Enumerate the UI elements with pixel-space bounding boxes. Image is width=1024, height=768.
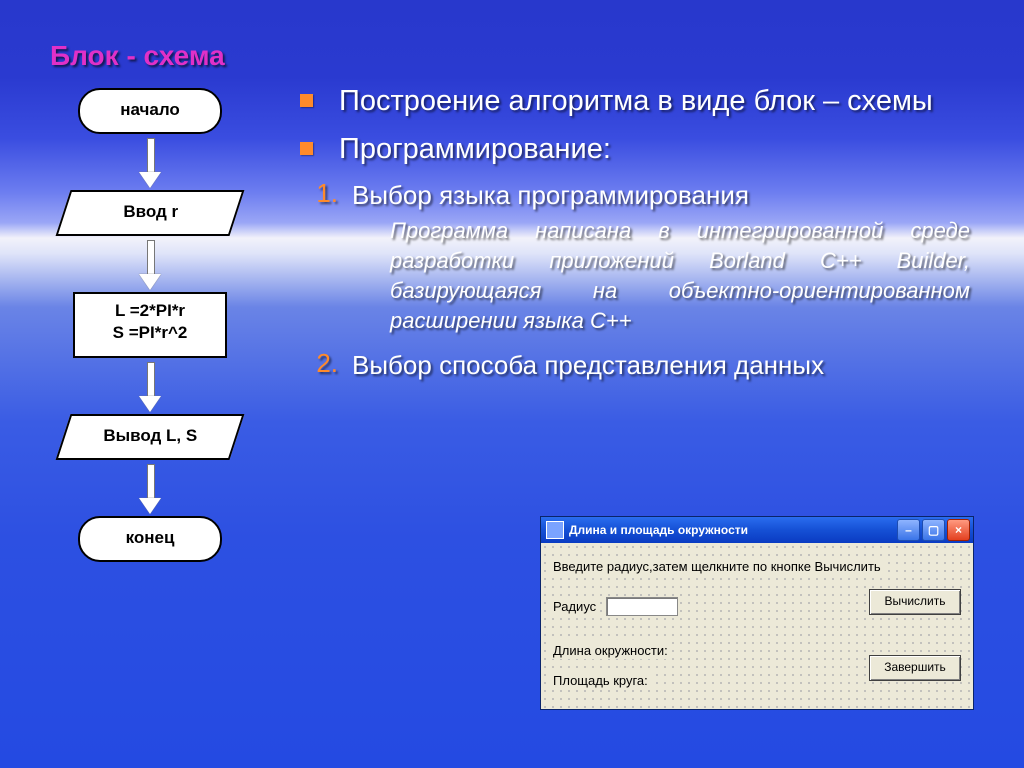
radius-input[interactable] (606, 597, 678, 616)
window-title: Длина и площадь окружности (569, 523, 895, 537)
flow-end: конец (78, 516, 222, 562)
flow-start: начало (78, 88, 222, 134)
numbered-item: 2. Выбор способа представления данных (300, 348, 990, 382)
radius-label: Радиус (551, 598, 598, 615)
slide-title: Блок - схема (50, 40, 225, 72)
calc-button[interactable]: Вычислить (869, 589, 961, 615)
flow-input: Ввод r (56, 190, 245, 236)
area-label: Площадь круга: (551, 672, 650, 689)
bullet-text: Программирование: (339, 130, 990, 168)
slide: Блок - схема начало Ввод r L =2*PI*r S =… (0, 0, 1024, 768)
flow-arrow (140, 464, 160, 512)
flow-process-line1: L =2*PI*r (75, 300, 225, 322)
numbered-item: 1. Выбор языка программирования (300, 178, 990, 212)
titlebar[interactable]: Длина и площадь окружности – ▢ × (541, 517, 973, 543)
numbered-description: Программа написана в интегрированной сре… (390, 216, 970, 336)
prompt-label: Введите радиус,затем щелкните по кнопке … (551, 558, 883, 575)
numbered-text: Выбор языка программирования (352, 178, 990, 212)
bullet-item: Программирование: (300, 130, 990, 168)
bullet-item: Построение алгоритма в виде блок – схемы (300, 82, 990, 120)
flow-arrow (140, 138, 160, 186)
bullet-square-icon (300, 94, 313, 107)
minimize-button[interactable]: – (897, 519, 920, 541)
length-label: Длина окружности: (551, 642, 670, 659)
list-number: 2. (300, 348, 338, 382)
list-number: 1. (300, 178, 338, 212)
app-window: Длина и площадь окружности – ▢ × Введите… (540, 516, 974, 710)
flow-process: L =2*PI*r S =PI*r^2 (73, 292, 227, 358)
bullet-square-icon (300, 142, 313, 155)
maximize-button[interactable]: ▢ (922, 519, 945, 541)
flow-arrow (140, 362, 160, 410)
close-button[interactable]: × (947, 519, 970, 541)
flow-arrow (140, 240, 160, 288)
app-icon (546, 521, 564, 539)
flow-output: Вывод L, S (56, 414, 245, 460)
flow-process-line2: S =PI*r^2 (75, 322, 225, 344)
window-buttons: – ▢ × (895, 519, 970, 541)
flow-input-label: Ввод r (123, 192, 178, 232)
flow-output-label: Вывод L, S (103, 416, 197, 456)
content-area: Построение алгоритма в виде блок – схемы… (300, 78, 990, 384)
numbered-text: Выбор способа представления данных (352, 348, 990, 382)
bullet-text: Построение алгоритма в виде блок – схемы (339, 82, 990, 120)
form-body: Введите радиус,затем щелкните по кнопке … (541, 543, 973, 709)
flowchart: начало Ввод r L =2*PI*r S =PI*r^2 Вывод … (50, 88, 250, 562)
finish-button[interactable]: Завершить (869, 655, 961, 681)
